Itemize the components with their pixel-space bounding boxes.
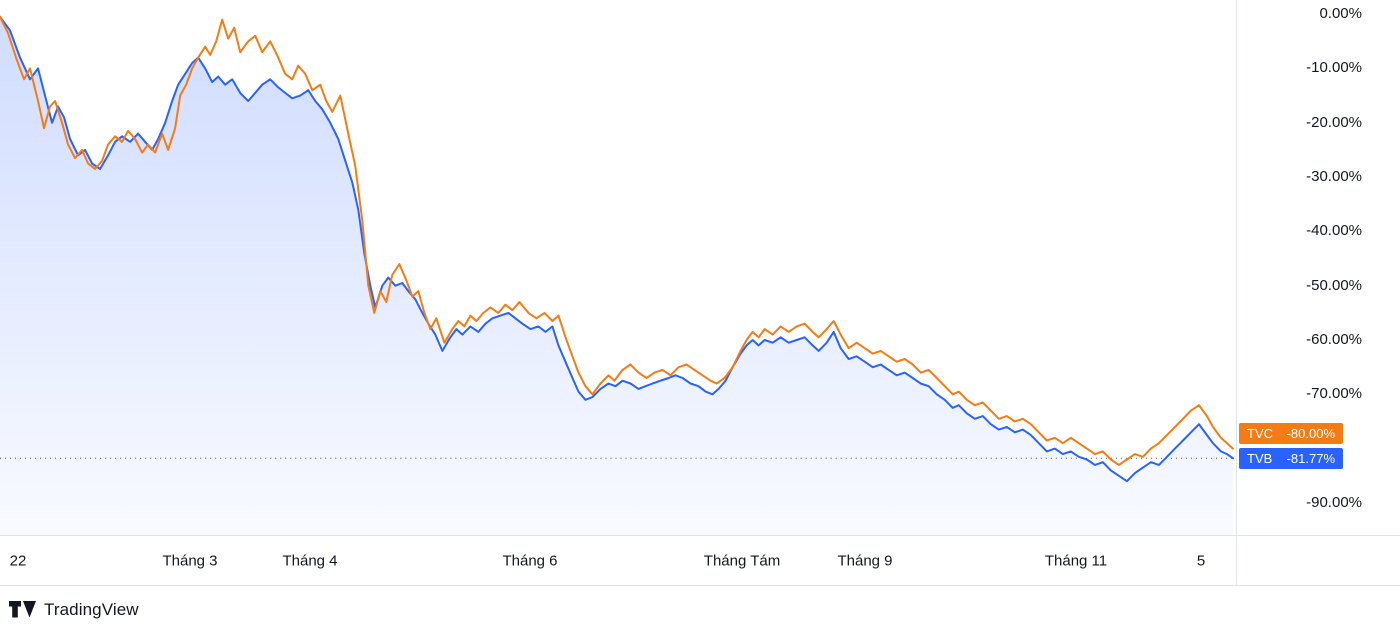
series-line-tvb[interactable] bbox=[0, 15, 1234, 483]
time-axis[interactable]: 22 Tháng 3 Tháng 4 Tháng 6 Tháng Tám Tháng 9 T… bbox=[0, 536, 1236, 585]
y-axis-label: -60.00% bbox=[1306, 331, 1362, 348]
chart-plot-area[interactable] bbox=[0, 0, 1236, 535]
series-line-tvc[interactable] bbox=[0, 15, 1234, 466]
x-axis-label: 22 bbox=[9, 552, 27, 569]
price-label-tvc: TVC -80.00% bbox=[1239, 423, 1343, 444]
price-label-tvb: TVB -81.77% bbox=[1239, 448, 1343, 469]
series-area-tvb bbox=[0, 16, 1233, 535]
y-axis-label: -40.00% bbox=[1306, 222, 1362, 239]
x-axis-label: Tháng 3 bbox=[162, 552, 218, 569]
x-axis-label: Tháng 9 bbox=[837, 552, 893, 569]
x-axis-label: Tháng Tám bbox=[703, 552, 781, 569]
ticker-symbol: TVB bbox=[1247, 451, 1273, 466]
axis-corner bbox=[1236, 536, 1400, 585]
price-axis[interactable]: 0.00% -10.00% -20.00% -30.00% -40.00% -50.00%… bbox=[1236, 0, 1400, 535]
x-axis-label: Tháng 6 bbox=[502, 552, 558, 569]
chart-row: 0.00% -10.00% -20.00% -30.00% -40.00% -50.00%… bbox=[0, 0, 1400, 535]
x-axis-label: Tháng 4 bbox=[282, 552, 338, 569]
brand-text: TradingView bbox=[44, 599, 139, 619]
ticker-change-percent: -81.77% bbox=[1286, 451, 1335, 466]
price-chart-svg[interactable] bbox=[0, 0, 1236, 535]
y-axis-label: -90.00% bbox=[1306, 494, 1362, 511]
tradingview-attribution-link[interactable]: TradingView bbox=[9, 599, 139, 620]
y-axis-label: -70.00% bbox=[1306, 385, 1362, 402]
y-axis-label: -10.00% bbox=[1306, 59, 1362, 76]
x-axis-label: Tháng 11 bbox=[1044, 552, 1108, 569]
y-axis-label: -50.00% bbox=[1306, 277, 1362, 294]
y-axis-label: 0.00% bbox=[1319, 5, 1362, 22]
y-axis-label: -30.00% bbox=[1306, 168, 1362, 185]
ticker-symbol: TVC bbox=[1247, 426, 1273, 441]
time-axis-row: 22 Tháng 3 Tháng 4 Tháng 6 Tháng Tám Tháng 9 T… bbox=[0, 535, 1400, 586]
footer: TradingView bbox=[0, 586, 1400, 633]
x-axis-label: 5 bbox=[1196, 552, 1206, 569]
ticker-change-percent: -80.00% bbox=[1286, 426, 1335, 441]
y-axis-label: -20.00% bbox=[1306, 114, 1362, 131]
tradingview-logo-icon bbox=[9, 601, 36, 618]
